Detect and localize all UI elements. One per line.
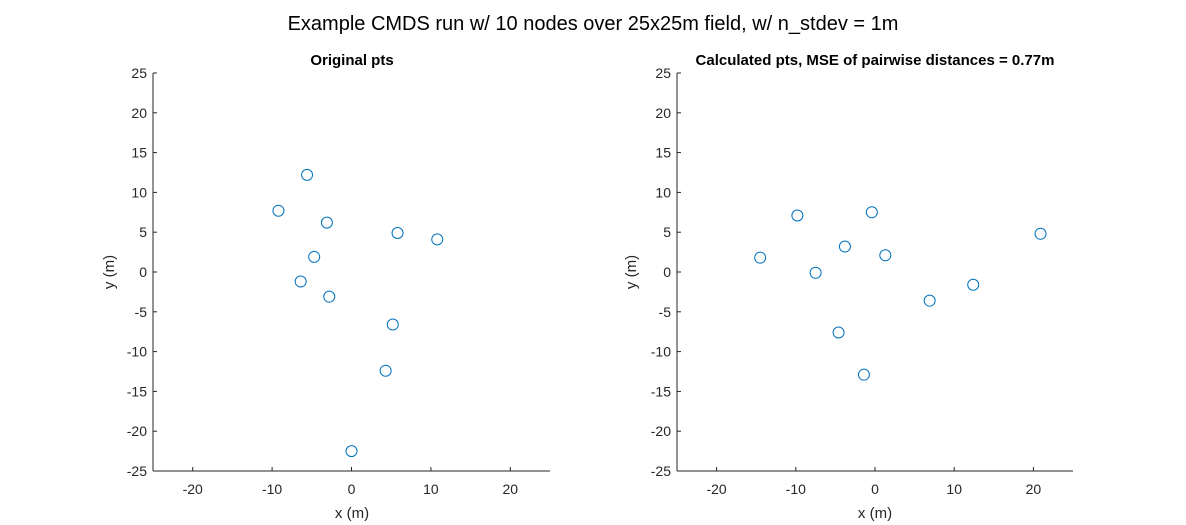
data-point bbox=[857, 368, 870, 381]
x-tick-label: 20 bbox=[1026, 481, 1042, 497]
data-point bbox=[320, 216, 333, 229]
figure-title: Example CMDS run w/ 10 nodes over 25x25m… bbox=[288, 13, 899, 35]
x-axis-label: x (m) bbox=[335, 505, 369, 522]
x-tick-label: -10 bbox=[786, 481, 806, 497]
y-tick-label: 25 bbox=[655, 65, 671, 81]
data-point bbox=[308, 250, 321, 263]
data-point bbox=[791, 209, 804, 222]
data-point bbox=[754, 251, 767, 264]
y-tick-label: 10 bbox=[655, 184, 671, 200]
data-point bbox=[923, 294, 936, 307]
y-tick-label: -25 bbox=[651, 463, 671, 479]
y-tick-label: 0 bbox=[139, 264, 147, 280]
data-point bbox=[431, 233, 444, 246]
data-point bbox=[272, 204, 285, 217]
data-point bbox=[301, 168, 314, 181]
y-tick-label: -15 bbox=[651, 383, 671, 399]
data-point bbox=[294, 275, 307, 288]
y-tick-label: -10 bbox=[651, 344, 671, 360]
data-point bbox=[345, 445, 358, 458]
data-point bbox=[323, 290, 336, 303]
y-tick-label: -10 bbox=[127, 344, 147, 360]
y-tick-label: -20 bbox=[127, 423, 147, 439]
y-tick-label: -5 bbox=[135, 304, 148, 320]
axes-title: Calculated pts, MSE of pairwise distance… bbox=[696, 52, 1055, 69]
axes-original-pts: Original pts x (m) y (m) 25 20 15 10 5 0 -5 -10… bbox=[101, 52, 550, 522]
data-point bbox=[809, 266, 822, 279]
y-tick-label: 20 bbox=[131, 105, 147, 121]
y-tick-label: -20 bbox=[651, 423, 671, 439]
y-tick-label: 15 bbox=[655, 145, 671, 161]
data-point bbox=[1034, 227, 1047, 240]
y-tick-label: 5 bbox=[663, 224, 671, 240]
data-point bbox=[865, 206, 878, 219]
x-tick-label: 0 bbox=[871, 481, 879, 497]
x-tick-label: 20 bbox=[503, 481, 519, 497]
y-tick-label: 15 bbox=[131, 145, 147, 161]
data-point bbox=[379, 364, 392, 377]
y-tick-label: 20 bbox=[655, 105, 671, 121]
y-tick-label: 5 bbox=[139, 224, 147, 240]
x-tick-label: -20 bbox=[706, 481, 726, 497]
axes-calculated-pts: Calculated pts, MSE of pairwise distance… bbox=[623, 52, 1073, 522]
data-point bbox=[838, 240, 851, 253]
x-tick-label: 10 bbox=[423, 481, 439, 497]
x-tick-label: 0 bbox=[348, 481, 356, 497]
x-tick-label: -10 bbox=[262, 481, 282, 497]
y-tick-label: 0 bbox=[663, 264, 671, 280]
data-point bbox=[832, 326, 845, 339]
data-point bbox=[879, 249, 892, 262]
y-axis-label: y (m) bbox=[623, 255, 640, 289]
y-tick-label: -25 bbox=[127, 463, 147, 479]
y-tick-label: -15 bbox=[127, 383, 147, 399]
x-tick-label: -20 bbox=[183, 481, 203, 497]
y-axis-label: y (m) bbox=[101, 255, 118, 289]
y-tick-label: 10 bbox=[131, 184, 147, 200]
data-point bbox=[967, 278, 980, 291]
y-tick-label: 25 bbox=[131, 65, 147, 81]
data-point bbox=[391, 226, 404, 239]
axes-title: Original pts bbox=[310, 52, 393, 69]
x-tick-label: 10 bbox=[946, 481, 962, 497]
y-tick-label: -5 bbox=[659, 304, 672, 320]
x-axis-label: x (m) bbox=[858, 505, 892, 522]
data-point bbox=[386, 318, 399, 331]
